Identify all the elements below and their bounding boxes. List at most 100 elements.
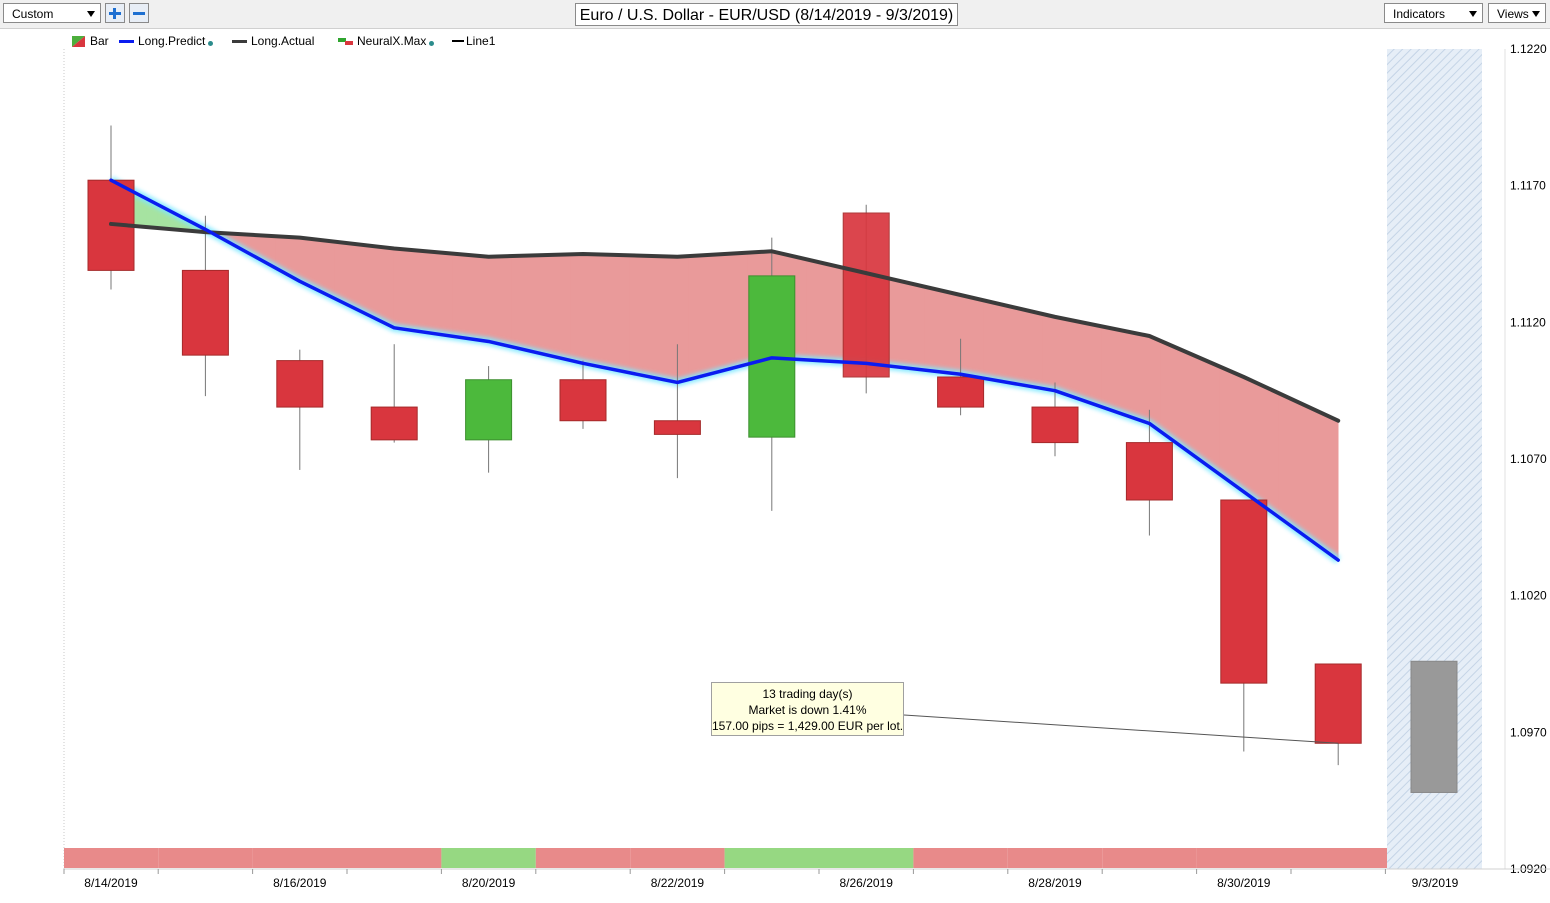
neuralx-signal-cell bbox=[158, 848, 253, 868]
preset-select-value: Custom bbox=[12, 7, 54, 21]
candle[interactable] bbox=[1125, 409, 1173, 536]
settings-dot-icon[interactable] bbox=[208, 41, 214, 46]
legend-item-long-predict[interactable]: Long.Predict bbox=[119, 33, 214, 49]
neuralx-signal-cell bbox=[1196, 848, 1291, 868]
candle[interactable] bbox=[653, 344, 701, 479]
legend-item-neuralx-max[interactable]: NeuralX.Max bbox=[338, 33, 435, 49]
prediction-band-segment bbox=[582, 253, 596, 367]
neuralx-signal-cell bbox=[64, 848, 159, 868]
y-tick-label: 1.1120 bbox=[1510, 315, 1546, 329]
prediction-band-segment bbox=[983, 300, 997, 381]
forecast-bar[interactable] bbox=[1410, 660, 1458, 793]
prediction-band-segment bbox=[393, 248, 407, 330]
prediction-band-segment bbox=[441, 252, 454, 337]
prediction-band-segment bbox=[1125, 330, 1138, 420]
indicators-select-value: Indicators bbox=[1393, 7, 1446, 21]
prediction-band-segment bbox=[936, 289, 950, 374]
candle[interactable] bbox=[559, 360, 607, 429]
x-tick-label: 8/22/2019 bbox=[651, 876, 705, 890]
prediction-band-segment bbox=[358, 244, 371, 317]
legend-item-line1[interactable]: Line1 bbox=[452, 33, 495, 49]
neuralx-signal-cell bbox=[1007, 848, 1103, 868]
prediction-band-segment bbox=[370, 245, 383, 323]
y-tick-label: 1.1170 bbox=[1510, 179, 1546, 193]
prediction-band-segment bbox=[1243, 376, 1256, 501]
neuralx-signal-cell bbox=[252, 848, 347, 868]
indicators-select[interactable]: Indicators bbox=[1384, 3, 1483, 23]
candle[interactable] bbox=[181, 215, 229, 397]
minus-icon bbox=[133, 12, 145, 15]
prediction-band-segment bbox=[1149, 335, 1162, 433]
prediction-band-segment bbox=[1066, 318, 1079, 400]
preset-select[interactable]: Custom bbox=[3, 3, 101, 23]
prediction-band-segment bbox=[547, 254, 560, 359]
legend-item-bar[interactable]: Bar bbox=[72, 33, 109, 49]
price-change-tooltip: 13 trading day(s) Market is down 1.41% 1… bbox=[711, 682, 904, 736]
long-predict-line bbox=[109, 178, 1340, 562]
prediction-band-segment bbox=[1255, 381, 1268, 510]
plus-icon-vertical bbox=[113, 8, 116, 19]
chart-title[interactable]: Euro / U.S. Dollar - EUR/USD (8/14/2019 … bbox=[575, 3, 958, 26]
tooltip-pips: 157.00 pips = 1,429.00 EUR per lot. bbox=[712, 719, 904, 733]
candle-body bbox=[181, 269, 229, 356]
tooltip-leader-line bbox=[903, 714, 1339, 744]
candle-body bbox=[559, 379, 607, 422]
prediction-band-segment bbox=[653, 255, 666, 381]
prediction-band-segment bbox=[712, 253, 725, 374]
candle[interactable] bbox=[937, 338, 985, 416]
neuralx-signal-cell bbox=[441, 848, 536, 868]
prediction-band-segment bbox=[346, 242, 360, 311]
prediction-band-segment bbox=[889, 278, 902, 368]
prediction-band-segment bbox=[618, 254, 631, 374]
prediction-band-segment bbox=[1290, 398, 1304, 536]
zoom-in-button[interactable] bbox=[105, 3, 125, 23]
zoom-out-button[interactable] bbox=[129, 3, 149, 23]
prediction-band-segment bbox=[594, 254, 607, 369]
prediction-band-segment bbox=[724, 252, 737, 371]
prediction-band-segment bbox=[606, 254, 619, 371]
x-tick-label: 8/26/2019 bbox=[840, 876, 894, 890]
candle[interactable] bbox=[1314, 663, 1362, 766]
prediction-band-segment bbox=[1042, 313, 1056, 392]
prediction-band-segment bbox=[1231, 371, 1245, 493]
prediction-band-segment bbox=[1101, 326, 1115, 412]
prediction-band-segment bbox=[1090, 323, 1103, 408]
prediction-band-segment bbox=[913, 283, 926, 371]
candle[interactable] bbox=[1031, 382, 1079, 457]
candle-body bbox=[937, 376, 985, 408]
prediction-band-segment bbox=[476, 255, 489, 342]
prediction-band-segment bbox=[488, 256, 501, 345]
chevron-down-icon bbox=[87, 11, 95, 17]
views-select-value: Views bbox=[1497, 7, 1529, 21]
legend-item-long-actual[interactable]: Long.Actual bbox=[232, 33, 314, 49]
prediction-band-segment bbox=[677, 255, 690, 383]
settings-dot-icon[interactable] bbox=[429, 41, 435, 46]
prediction-band-segment bbox=[795, 256, 808, 361]
prediction-band-segment bbox=[1137, 333, 1150, 424]
prediction-band-segment bbox=[452, 253, 466, 339]
candle[interactable] bbox=[276, 349, 324, 470]
candle[interactable] bbox=[465, 366, 513, 473]
prediction-band-segment bbox=[1314, 409, 1327, 553]
legend-label: Bar bbox=[90, 34, 109, 48]
y-tick-label: 1.0970 bbox=[1510, 725, 1547, 739]
neuralx-signal-cell bbox=[347, 848, 442, 868]
prediction-band-segment bbox=[700, 254, 714, 377]
prediction-band-segment bbox=[818, 261, 832, 362]
prediction-band-segment bbox=[1007, 305, 1020, 385]
neuralx-signal-cell bbox=[1291, 848, 1387, 868]
prediction-band-segment bbox=[1196, 356, 1209, 467]
candle[interactable] bbox=[370, 344, 418, 443]
candle[interactable] bbox=[87, 125, 135, 290]
candle-body bbox=[1031, 406, 1079, 444]
prediction-band-segment bbox=[995, 302, 1009, 383]
neuralx-signal-cell bbox=[535, 848, 631, 868]
candle[interactable] bbox=[748, 237, 796, 511]
views-select[interactable]: Views bbox=[1488, 3, 1546, 23]
tooltip-market-change: Market is down 1.41% bbox=[748, 703, 867, 717]
prediction-band-segment bbox=[830, 264, 843, 363]
prediction-band-segment bbox=[641, 255, 655, 379]
candle[interactable] bbox=[1220, 499, 1268, 752]
prediction-band-segment bbox=[1278, 392, 1292, 527]
